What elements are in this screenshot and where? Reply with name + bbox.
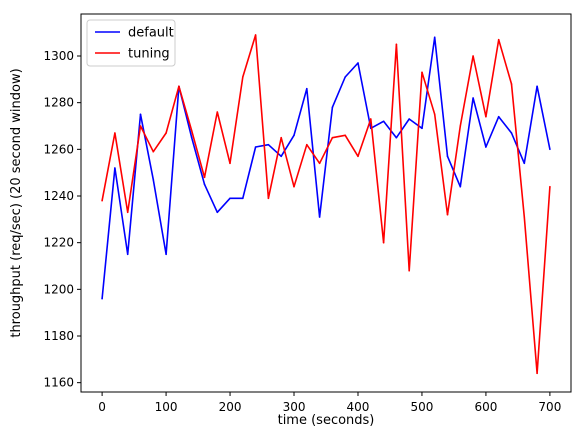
data-point (101, 199, 103, 202)
data-point (126, 253, 129, 256)
data-point (472, 97, 474, 99)
x-tick-label: 700 (538, 400, 561, 414)
data-point (459, 125, 462, 127)
data-point (357, 155, 359, 158)
series-line-default (101, 36, 551, 299)
legend-label-default: default (128, 26, 174, 41)
data-point (497, 38, 500, 41)
series-tuning (101, 34, 551, 375)
axes-layer: 0 100 200 300 400 500 600 700 1160 1180 1200 1220 12… (43, 49, 561, 414)
data-point (370, 118, 372, 120)
data-point (267, 197, 270, 200)
data-point (421, 127, 423, 130)
data-point (229, 197, 231, 200)
data-point (152, 178, 155, 181)
x-tick-label: 600 (474, 400, 497, 414)
data-point (152, 150, 155, 153)
data-point (344, 134, 347, 137)
data-point (536, 372, 538, 375)
data-point (382, 120, 385, 123)
data-point (139, 125, 142, 127)
x-tick-label: 100 (155, 400, 178, 414)
data-point (523, 162, 526, 165)
plot-frame (80, 13, 572, 393)
data-point (190, 129, 193, 132)
data-point (190, 136, 193, 139)
data-point (510, 83, 513, 85)
y-tick-label: 1300 (43, 49, 74, 63)
data-point (139, 113, 142, 116)
x-axis-label: time (seconds) (278, 413, 375, 428)
data-point (165, 253, 167, 256)
data-point (178, 85, 180, 88)
data-point (485, 146, 487, 148)
data-point (203, 176, 206, 179)
y-tick-label: 1160 (43, 376, 74, 390)
x-tick-label: 300 (283, 400, 306, 414)
data-point (331, 106, 334, 109)
data-point (523, 216, 526, 218)
data-point (293, 134, 295, 137)
data-point (395, 136, 398, 139)
y-tick-label: 1260 (43, 142, 74, 156)
data-point (549, 185, 551, 188)
data-point (549, 148, 551, 151)
series-layer (101, 34, 551, 375)
data-point (216, 111, 219, 113)
y-axis-label: throughput (req/sec) (20 second window) (9, 68, 24, 337)
y-tick-label: 1200 (43, 282, 74, 296)
legend-label-tuning: tuning (128, 47, 170, 62)
data-point (126, 211, 129, 214)
data-point (216, 211, 219, 214)
data-point (242, 197, 244, 200)
x-tick-label: 200 (219, 400, 242, 414)
data-point (408, 118, 411, 120)
data-point (446, 155, 449, 158)
data-point (344, 76, 347, 78)
data-point (293, 185, 295, 188)
data-point (485, 115, 487, 118)
data-point (408, 269, 411, 272)
data-point (433, 113, 436, 116)
series-line-tuning (101, 34, 551, 375)
x-tick-label: 400 (347, 400, 370, 414)
data-point (242, 76, 244, 78)
y-tick-label: 1180 (43, 329, 74, 343)
data-point (114, 132, 116, 134)
data-point (536, 85, 538, 88)
y-tick-label: 1240 (43, 189, 74, 203)
data-point (101, 297, 103, 300)
data-point (229, 162, 231, 165)
data-point (254, 146, 257, 148)
data-point (459, 185, 462, 188)
x-tick-label: 500 (410, 400, 433, 414)
data-point (203, 183, 206, 186)
data-point (280, 155, 283, 158)
data-point (318, 162, 321, 165)
data-point (306, 87, 308, 90)
plot-area (81, 14, 571, 392)
data-point (318, 216, 321, 218)
data-point (510, 132, 513, 134)
data-point (254, 34, 257, 36)
x-tick-label: 0 (98, 400, 106, 414)
data-point (280, 136, 283, 139)
data-point (165, 132, 167, 134)
legend: default tuning (86, 19, 176, 67)
data-point (306, 143, 308, 146)
data-point (433, 36, 436, 39)
data-point (421, 71, 423, 74)
data-point (497, 115, 500, 118)
data-point (382, 241, 385, 244)
data-point (395, 43, 398, 46)
data-point (472, 55, 474, 57)
data-point (331, 136, 334, 139)
y-tick-label: 1280 (43, 96, 74, 110)
data-point (267, 143, 270, 146)
data-point (357, 62, 359, 64)
data-point (446, 213, 449, 216)
data-point (114, 167, 116, 169)
y-tick-label: 1220 (43, 236, 74, 250)
